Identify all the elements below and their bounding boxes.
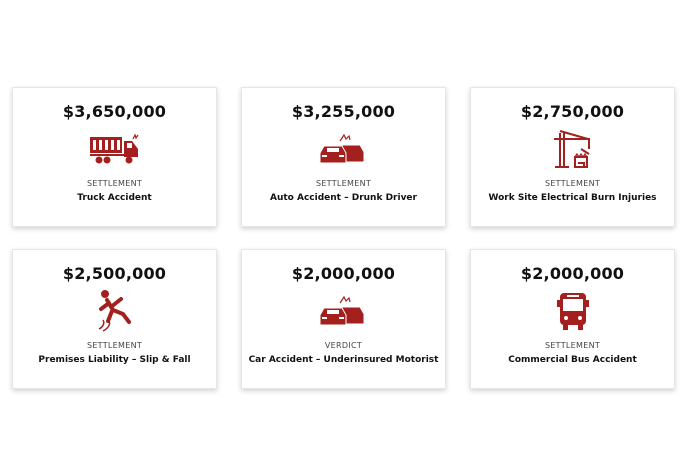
case-title: Auto Accident – Drunk Driver xyxy=(270,193,417,203)
result-amount: $2,750,000 xyxy=(520,102,625,121)
result-card: $2,750,000 SETTLEMENT Work Site Electric… xyxy=(470,87,675,227)
case-title: Commercial Bus Accident xyxy=(508,355,637,365)
result-type: SETTLEMENT xyxy=(86,179,143,188)
result-card: $2,000,000 SETTLEMENT Commercial Bus Acc… xyxy=(470,249,675,389)
crane-icon xyxy=(471,127,674,171)
result-amount: $2,000,000 xyxy=(520,264,625,283)
slip-fall-icon xyxy=(13,289,216,333)
result-type: SETTLEMENT xyxy=(315,179,372,188)
case-title: Work Site Electrical Burn Injuries xyxy=(488,193,657,203)
case-title: Truck Accident xyxy=(77,193,152,203)
result-amount: $3,255,000 xyxy=(291,102,396,121)
result-amount: $3,650,000 xyxy=(62,102,167,121)
result-card: $2,500,000 SETTLEMENT Premises Liability… xyxy=(12,249,217,389)
result-card: $3,650,000 SETTLEMENT Truck Accident xyxy=(12,87,217,227)
result-card: $3,255,000 SETTLEMENT Auto Accident – Dr… xyxy=(241,87,446,227)
case-title: Car Accident – Underinsured Motorist xyxy=(248,355,439,365)
result-type: SETTLEMENT xyxy=(86,341,143,350)
result-amount: $2,500,000 xyxy=(62,264,167,283)
case-title: Premises Liability – Slip & Fall xyxy=(38,355,191,365)
car-crash-icon xyxy=(242,127,445,171)
car-crash-icon xyxy=(242,289,445,333)
result-type: SETTLEMENT xyxy=(544,179,601,188)
result-amount: $2,000,000 xyxy=(291,264,396,283)
result-type: SETTLEMENT xyxy=(544,341,601,350)
result-card: $2,000,000 VERDICT Car Accident – Underi… xyxy=(241,249,446,389)
truck-crash-icon xyxy=(13,127,216,171)
result-type: VERDICT xyxy=(324,341,363,350)
bus-icon xyxy=(471,289,674,333)
